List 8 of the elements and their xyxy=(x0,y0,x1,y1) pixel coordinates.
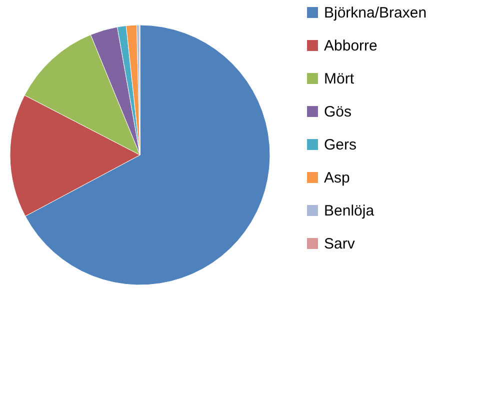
legend-label: Björkna/Braxen xyxy=(324,4,427,22)
legend-label: Mört xyxy=(324,70,355,88)
legend-label: Abborre xyxy=(324,38,378,54)
legend-label: Asp xyxy=(324,170,350,186)
legend-label: Sarv xyxy=(324,236,356,252)
legend-label: Benlöja xyxy=(324,202,375,220)
legend-label: Gers xyxy=(324,136,357,154)
legend-label: Gös xyxy=(324,104,352,120)
